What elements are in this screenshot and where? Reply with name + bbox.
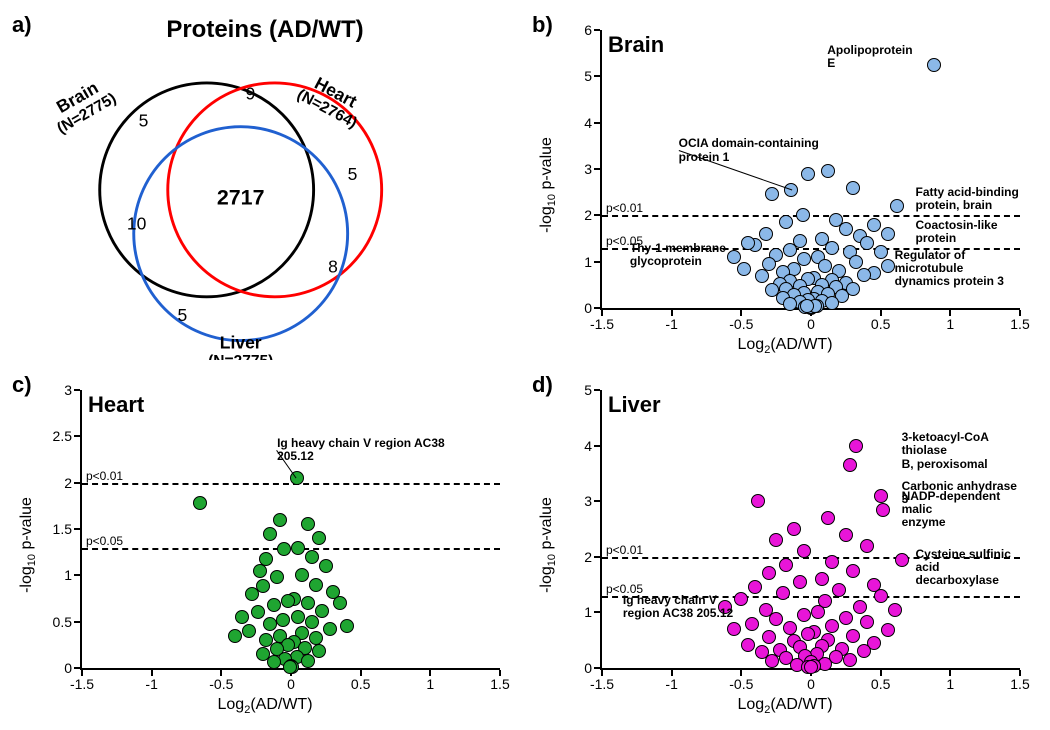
brain-title: Brain xyxy=(608,32,664,58)
panel-d: d) -log10 p-value Log2(AD/WT) Liver 0123… xyxy=(530,370,1040,720)
panel-b: b) -log10 p-value Log2(AD/WT) Brain 0123… xyxy=(530,10,1040,360)
panel-c-label: c) xyxy=(12,372,32,398)
svg-text:5: 5 xyxy=(177,305,187,325)
svg-text:10: 10 xyxy=(127,214,147,234)
figure-grid: a) Proteins (AD/WT) Brain(N=2775)Heart(N… xyxy=(10,10,1040,720)
brain-xlabel: Log2(AD/WT) xyxy=(737,336,832,356)
svg-text:9: 9 xyxy=(246,83,256,103)
panel-c: c) -log10 p-value Log2(AD/WT) Heart 00.5… xyxy=(10,370,520,720)
liver-ylabel: -log10 p-value xyxy=(538,497,558,593)
svg-text:5: 5 xyxy=(348,164,358,184)
svg-text:8: 8 xyxy=(328,257,338,277)
heart-title: Heart xyxy=(88,392,144,418)
svg-text:5: 5 xyxy=(139,111,149,131)
svg-text:Liver: Liver xyxy=(220,332,262,352)
brain-ylabel: -log10 p-value xyxy=(538,137,558,233)
svg-text:2717: 2717 xyxy=(217,185,265,209)
liver-title: Liver xyxy=(608,392,661,418)
brain-volcano-plot: Brain 0123456-1.5-1-0.500.511.5p<0.01p<0… xyxy=(600,30,1020,310)
heart-volcano-plot: Heart 00.511.522.53-1.5-1-0.500.511.5p<0… xyxy=(80,390,500,670)
heart-ylabel: -log10 p-value xyxy=(18,497,38,593)
liver-xlabel: Log2(AD/WT) xyxy=(737,696,832,716)
panel-a: a) Proteins (AD/WT) Brain(N=2775)Heart(N… xyxy=(10,10,520,360)
panel-d-label: d) xyxy=(532,372,553,398)
venn-title: Proteins (AD/WT) xyxy=(166,16,363,44)
panel-b-label: b) xyxy=(532,12,553,38)
heart-xlabel: Log2(AD/WT) xyxy=(217,696,312,716)
venn-diagram: Proteins (AD/WT) Brain(N=2775)Heart(N=27… xyxy=(10,10,520,360)
svg-text:(N=2775): (N=2775) xyxy=(208,353,273,360)
liver-volcano-plot: Liver 012345-1.5-1-0.500.511.5p<0.01p<0.… xyxy=(600,390,1020,670)
venn-svg: Brain(N=2775)Heart(N=2764)Liver(N=2775)2… xyxy=(10,10,520,360)
